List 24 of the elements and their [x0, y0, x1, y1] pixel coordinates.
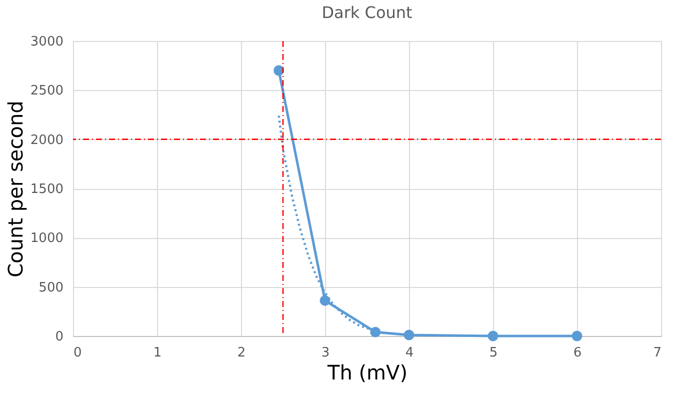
point	[320, 295, 330, 306]
chart-title: Dark Count	[322, 3, 412, 22]
x-tick-label: 2	[237, 346, 246, 360]
point	[370, 326, 381, 338]
x-tick-label: 4	[405, 346, 414, 360]
y-tick-label: 3000	[30, 34, 64, 50]
point	[404, 330, 414, 340]
x-axis-title: Th (mV)	[326, 360, 408, 384]
y-tick-label: 0	[55, 330, 64, 344]
y-tick-label: 1500	[30, 182, 64, 197]
x-tick-label: 1	[153, 346, 162, 360]
y-axis-title: Count per second	[3, 100, 28, 278]
y-tick-label: 500	[38, 280, 64, 296]
x-tick-label: 7	[653, 346, 662, 360]
x-tick-label: 5	[489, 346, 498, 360]
x-tick-label: 0	[74, 346, 82, 360]
point	[274, 65, 284, 76]
y-tick-label: 1000	[30, 231, 64, 246]
y-tick-label: 2000	[30, 132, 64, 148]
point	[488, 330, 498, 342]
y-tick-label: 2500	[30, 84, 64, 99]
x-tick-label: 3	[321, 346, 330, 360]
x-tick-label: 6	[573, 346, 582, 360]
point	[572, 330, 582, 342]
